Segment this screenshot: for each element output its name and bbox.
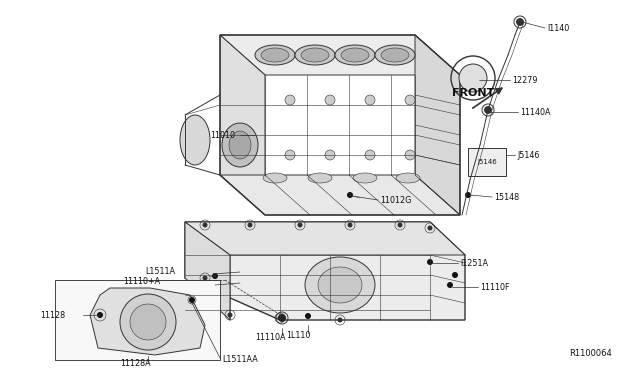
Circle shape	[305, 313, 311, 319]
Ellipse shape	[375, 45, 415, 65]
Text: L1511A: L1511A	[145, 266, 175, 276]
Text: I1251A: I1251A	[460, 259, 488, 267]
Ellipse shape	[305, 257, 375, 313]
Circle shape	[337, 317, 342, 323]
Circle shape	[248, 222, 253, 228]
Circle shape	[189, 297, 195, 303]
Circle shape	[447, 282, 453, 288]
Circle shape	[365, 150, 375, 160]
Text: FRONT: FRONT	[452, 88, 495, 98]
Ellipse shape	[222, 123, 258, 167]
Text: 11128A: 11128A	[120, 359, 150, 368]
Polygon shape	[220, 35, 265, 215]
Text: 11110+A: 11110+A	[123, 278, 160, 286]
Text: I1140: I1140	[547, 23, 569, 32]
Ellipse shape	[261, 48, 289, 62]
Circle shape	[298, 222, 303, 228]
Circle shape	[202, 222, 207, 228]
Ellipse shape	[263, 173, 287, 183]
Circle shape	[484, 106, 492, 114]
Text: J5146: J5146	[477, 159, 497, 165]
Text: 11140A: 11140A	[520, 108, 550, 116]
Bar	[55, 280, 220, 360]
Ellipse shape	[353, 173, 377, 183]
Bar	[468, 148, 506, 176]
Circle shape	[202, 276, 207, 280]
Text: 15148: 15148	[494, 192, 519, 202]
Ellipse shape	[318, 267, 362, 303]
Circle shape	[405, 150, 415, 160]
Polygon shape	[185, 222, 230, 320]
Circle shape	[428, 225, 433, 231]
Circle shape	[325, 150, 335, 160]
Circle shape	[405, 95, 415, 105]
Text: 11110A: 11110A	[255, 333, 285, 341]
Circle shape	[516, 18, 524, 26]
Text: 11010: 11010	[210, 131, 235, 140]
Circle shape	[427, 259, 433, 265]
Circle shape	[348, 222, 353, 228]
Ellipse shape	[295, 45, 335, 65]
Polygon shape	[220, 35, 460, 75]
Circle shape	[465, 192, 471, 198]
Ellipse shape	[180, 115, 210, 165]
Circle shape	[227, 312, 232, 317]
Text: J5146: J5146	[517, 151, 540, 160]
Text: 1L110: 1L110	[286, 330, 310, 340]
Text: R1100064: R1100064	[569, 349, 612, 358]
Circle shape	[347, 192, 353, 198]
Circle shape	[325, 95, 335, 105]
Polygon shape	[185, 222, 465, 320]
Circle shape	[97, 312, 103, 318]
Circle shape	[285, 150, 295, 160]
Polygon shape	[90, 288, 205, 355]
Circle shape	[285, 95, 295, 105]
Circle shape	[459, 64, 487, 92]
Polygon shape	[415, 35, 460, 215]
Ellipse shape	[381, 48, 409, 62]
Ellipse shape	[335, 45, 375, 65]
Circle shape	[278, 314, 286, 322]
Text: 11110F: 11110F	[480, 282, 509, 292]
Ellipse shape	[308, 173, 332, 183]
Ellipse shape	[396, 173, 420, 183]
Text: 12279: 12279	[512, 76, 538, 84]
Circle shape	[452, 272, 458, 278]
Polygon shape	[220, 175, 460, 215]
Text: 11128: 11128	[40, 311, 65, 320]
Circle shape	[365, 95, 375, 105]
Text: L1511AA: L1511AA	[222, 356, 258, 365]
Ellipse shape	[130, 304, 166, 340]
Ellipse shape	[255, 45, 295, 65]
Ellipse shape	[341, 48, 369, 62]
Ellipse shape	[301, 48, 329, 62]
Text: 11012G: 11012G	[380, 196, 412, 205]
Circle shape	[397, 222, 403, 228]
Ellipse shape	[229, 131, 251, 159]
Circle shape	[278, 315, 282, 321]
Ellipse shape	[120, 294, 176, 350]
Circle shape	[212, 273, 218, 279]
Polygon shape	[185, 222, 465, 255]
